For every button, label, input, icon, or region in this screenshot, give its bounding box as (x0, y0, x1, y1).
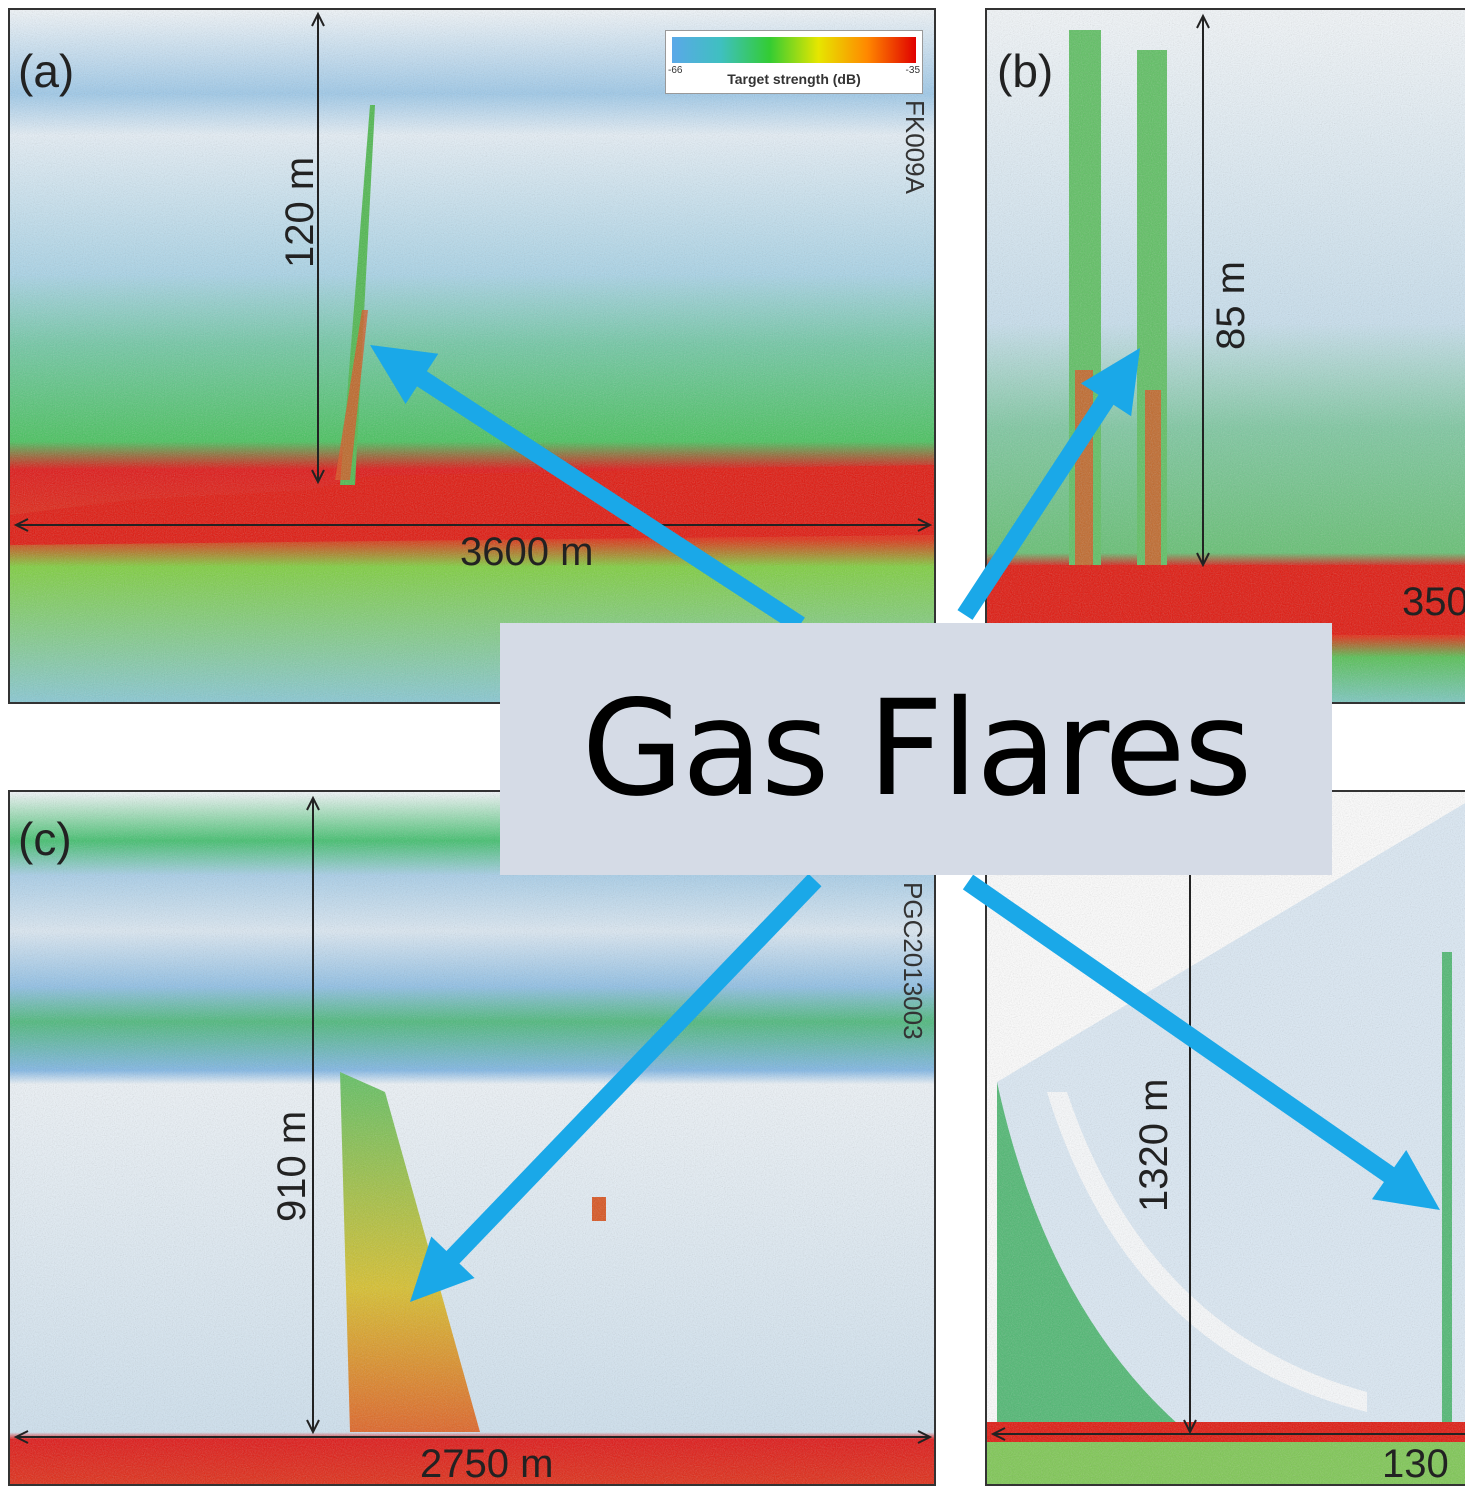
legend-min: -66 (668, 65, 683, 76)
panel-a: (a) 120 m 3600 m FK009A -66 -35 Target s… (8, 8, 936, 704)
echogram-a (10, 10, 934, 702)
panel-label-a: (a) (18, 45, 75, 97)
panel-d: 1320 m 130 (985, 790, 1465, 1486)
panel-b: (b) 85 m 350 (985, 8, 1465, 704)
width-label-d: 130 (1382, 1442, 1449, 1486)
panel-c: (c) 910 m 2750 m PGC2013003 (8, 790, 936, 1486)
color-scale-legend: -66 -35 Target strength (dB) (665, 30, 923, 94)
echogram-d (987, 792, 1465, 1484)
survey-code-a: FK009A (900, 100, 930, 194)
panel-label-b: (b) (997, 45, 1054, 97)
survey-code-c: PGC2013003 (898, 882, 928, 1040)
width-label-a: 3600 m (460, 530, 594, 574)
width-label-b: 350 (1402, 580, 1465, 624)
caption-title: Gas Flares (581, 672, 1253, 826)
legend-title: Target strength (dB) (727, 71, 861, 87)
depth-label-c: 910 m (270, 1110, 314, 1222)
caption-box: Gas Flares (500, 623, 1332, 875)
echogram-b (987, 10, 1465, 702)
color-scale-bar (672, 37, 916, 63)
width-label-c: 2750 m (420, 1442, 554, 1486)
echogram-c (10, 792, 934, 1484)
depth-label-d: 1320 m (1132, 1078, 1176, 1212)
depth-label-a: 120 m (278, 156, 322, 268)
panel-label-c: (c) (18, 813, 72, 865)
depth-label-b: 85 m (1209, 261, 1253, 350)
legend-max: -35 (905, 65, 920, 76)
